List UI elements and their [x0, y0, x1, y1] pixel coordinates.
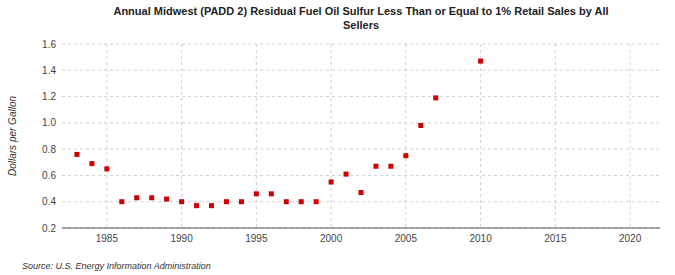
point: [403, 153, 408, 158]
x-tick-label: 1995: [245, 233, 268, 244]
y-tick-label: 0.2: [42, 223, 56, 234]
point: [134, 195, 139, 200]
grid-line-y: [62, 44, 660, 45]
grid-line-x: [630, 44, 631, 228]
title: Annual Midwest (PADD 2) Residual Fuel Oi…: [113, 5, 608, 31]
x-tick-label: 1985: [96, 233, 119, 244]
x-tick-label: 1990: [170, 233, 193, 244]
point: [373, 164, 378, 169]
grid-line-y: [62, 96, 660, 97]
point: [194, 203, 199, 208]
point: [388, 164, 393, 169]
grid-line-y: [62, 228, 660, 229]
point: [269, 191, 274, 196]
x-axis-line: [62, 228, 660, 229]
point: [254, 191, 259, 196]
y-tick-label: 1.0: [42, 117, 56, 128]
point: [478, 59, 483, 64]
grid-line-x: [106, 44, 107, 228]
source: Source: U.S. Energy Information Administ…: [22, 261, 211, 271]
point: [89, 161, 94, 166]
x-tick-label: 2015: [544, 233, 567, 244]
y-tick-label: 1.6: [42, 39, 56, 50]
x-tick-label: 2005: [395, 233, 418, 244]
grid-line-y: [62, 70, 660, 71]
point: [239, 199, 244, 204]
grid-line-y: [62, 149, 660, 150]
point: [314, 199, 319, 204]
point: [104, 166, 109, 171]
point: [284, 199, 289, 204]
grid-line-x: [555, 44, 556, 228]
y-tick-label: 1.2: [42, 91, 56, 102]
y-tick-label: 0.8: [42, 144, 56, 155]
x-tick-label: 2020: [619, 233, 642, 244]
point: [329, 180, 334, 185]
grid: [62, 44, 660, 228]
point: [119, 199, 124, 204]
point: [433, 95, 438, 100]
grid-line-x: [405, 44, 406, 228]
grid-line-x: [331, 44, 332, 228]
point: [209, 203, 214, 208]
point: [74, 152, 79, 157]
x-tick-label: 2010: [469, 233, 492, 244]
x-tick-label: 2000: [320, 233, 343, 244]
point: [164, 197, 169, 202]
grid-line-x: [480, 44, 481, 228]
y-tick-label: 0.4: [42, 196, 56, 207]
y-axis-label: Dollars per Gallon: [7, 96, 18, 176]
grid-line-y: [62, 201, 660, 202]
point: [149, 195, 154, 200]
point: [418, 123, 423, 128]
point: [359, 190, 364, 195]
point: [179, 199, 184, 204]
point: [224, 199, 229, 204]
y-tick-label: 1.4: [42, 65, 56, 76]
points: [74, 59, 483, 209]
grid-line-x: [256, 44, 257, 228]
chart: Annual Midwest (PADD 2) Residual Fuel Oi…: [0, 0, 675, 275]
grid-line-y: [62, 122, 660, 123]
y-tick-label: 0.6: [42, 170, 56, 181]
point: [299, 199, 304, 204]
grid-line-y: [62, 175, 660, 176]
point: [344, 172, 349, 177]
